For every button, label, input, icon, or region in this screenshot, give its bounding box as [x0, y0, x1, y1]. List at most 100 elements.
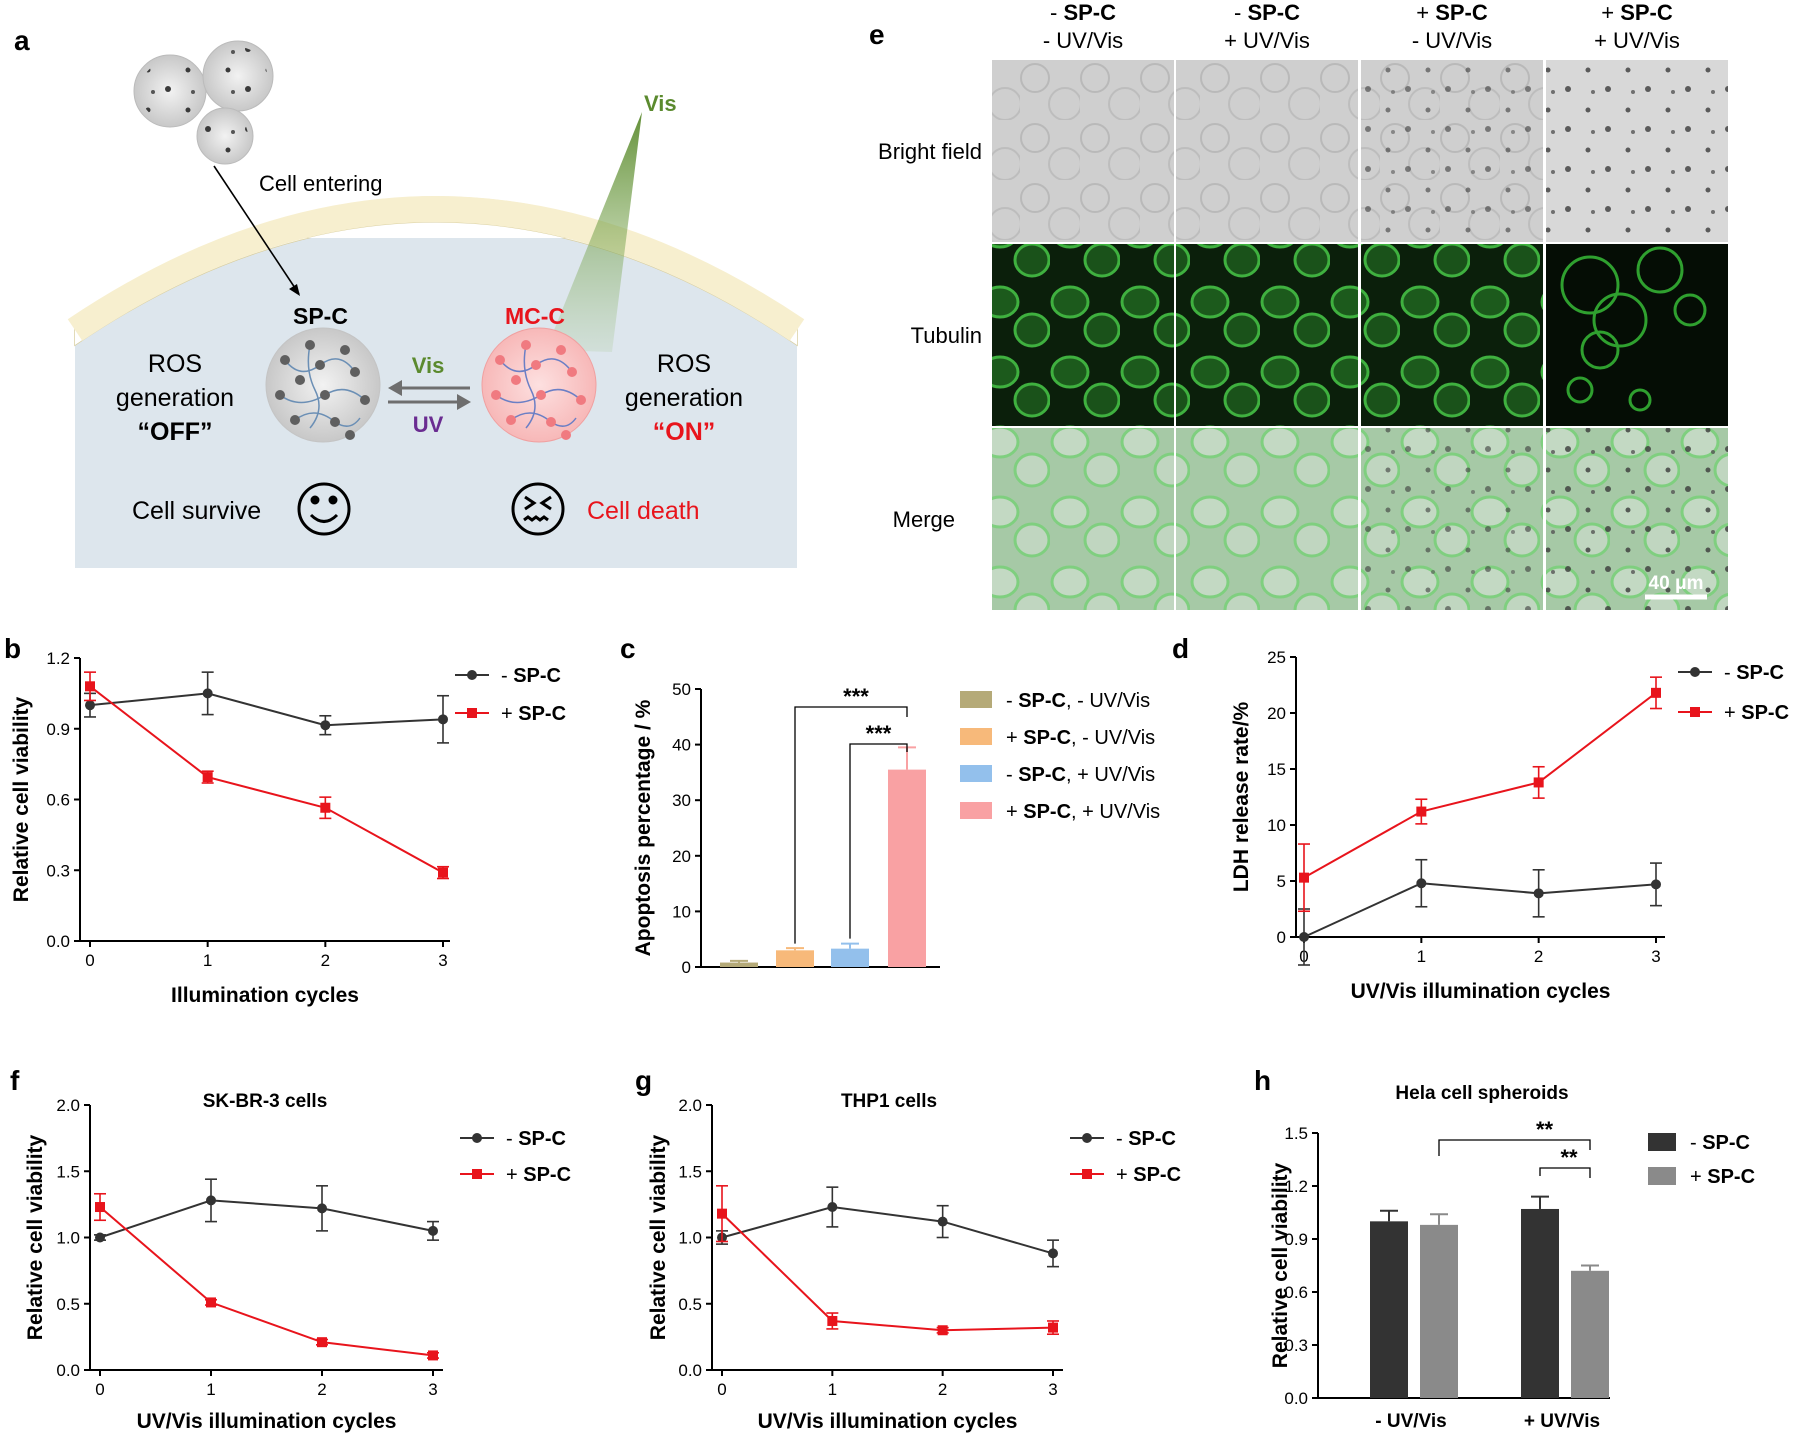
chart-d-y-tick-label: 20 [1267, 704, 1286, 723]
membrane-band [67, 196, 805, 341]
chart-c-legend-label-2: + SP-C, - UV/Vis [1006, 727, 1155, 749]
chart-b-series-2-point [202, 772, 213, 783]
chart-c-legend-label-3: - SP-C, + UV/Vis [1006, 764, 1155, 786]
chart-g-legend-label-1: - SP-C [1116, 1128, 1176, 1150]
micrograph-tubulin-1 [992, 244, 1174, 426]
chart-d-y-tick-label: 10 [1267, 816, 1286, 835]
chart-f-series-1-point [428, 1225, 438, 1236]
chart-g-x-axis-label: UV/Vis illumination cycles [758, 1410, 1018, 1433]
chart-d-y-tick-label: 5 [1277, 872, 1286, 891]
chart-g-y-tick-label: 1.0 [678, 1229, 702, 1248]
chart-b-x-tick-label: 0 [85, 951, 94, 970]
sp-c-dots [275, 340, 370, 440]
chart-b-series-1-point [320, 720, 331, 731]
row-label-bright-field: Bright field [878, 139, 982, 164]
column-header-1-line2: - UV/Vis [1043, 28, 1123, 53]
mc-c-label: MC-C [505, 303, 565, 329]
chart-h-y-tick-label: 0.9 [1284, 1230, 1308, 1249]
chart-g-legend-marker-1 [1082, 1133, 1092, 1143]
chart-b-y-tick-label: 0.0 [46, 932, 70, 951]
chart-f-series-2-point [95, 1202, 105, 1213]
vis-switch-label: Vis [412, 353, 445, 378]
tubulin-cell-3 [1636, 246, 1684, 294]
micrograph-tubulin-3 [1361, 244, 1543, 426]
chart-g-x-tick-label: 2 [938, 1380, 947, 1399]
chart-h-significance-bracket-2 [1539, 1167, 1591, 1178]
chart-h-legend-label-2: + SP-C [1690, 1166, 1755, 1188]
chart-c-y-tick-label: 0 [682, 958, 691, 977]
panel-label-d: d [1172, 633, 1189, 664]
chart-b-x-tick-label: 2 [321, 951, 330, 970]
micrograph-grid [992, 60, 1728, 610]
ros-on-label: “ON” [653, 418, 716, 446]
chart-f-y-tick-label: 1.0 [56, 1229, 80, 1248]
chart-f-x-tick-label: 3 [428, 1380, 437, 1399]
chart-h-legend-swatch-2 [1648, 1167, 1676, 1185]
entry-arrow-head [289, 284, 300, 296]
chart-c-bar-2 [776, 950, 814, 967]
chart-c-y-tick-label: 10 [672, 902, 691, 921]
chart-f-legend-marker-2 [472, 1169, 482, 1179]
panel-a-schematic: a Cell entering Vis SP-C [14, 25, 805, 568]
chart-h-y-tick-label: 1.5 [1284, 1124, 1308, 1143]
chart-d-series-1-point [1651, 879, 1661, 890]
chart-d-series-2-line [1303, 692, 1657, 879]
chart-f-series-1-point [206, 1195, 216, 1206]
mc-c-particle [481, 327, 597, 443]
chart-h-y-tick-label: 0.6 [1284, 1283, 1308, 1302]
vis-light-beam [546, 112, 642, 352]
chart-h-legend-swatch-1 [1648, 1133, 1676, 1151]
chart-h-bar-1-1 [1370, 1221, 1408, 1398]
tubulin-cell-2 [1592, 292, 1648, 348]
chart-c-significance-bracket-2 [849, 743, 908, 939]
micrograph-merge-2 [1176, 428, 1358, 610]
chart-f-legend-label-1: - SP-C [506, 1128, 566, 1150]
panel-g-chart: 0.0 0.5 1.0 1.5 2.0 Relative cell viability UV… [647, 1091, 1181, 1433]
chart-h-significance-label-1: ** [1536, 1117, 1554, 1142]
panel-label-e: e [869, 19, 885, 50]
chart-b-y-tick-label: 0.3 [46, 861, 70, 880]
chart-g-series-1-point [937, 1216, 948, 1227]
chart-b-series-1-line [89, 692, 444, 727]
chart-b-x-tick-label: 1 [203, 951, 212, 970]
sp-c-label: SP-C [293, 303, 348, 329]
chart-f-series-1-point [317, 1203, 327, 1214]
chart-c-legend-label-1: - SP-C, - UV/Vis [1006, 690, 1150, 712]
vis-light-label: Vis [644, 91, 677, 116]
chart-g-x-tick-label: 1 [828, 1380, 837, 1399]
cell-entering-label: Cell entering [259, 171, 383, 196]
chart-c-bar-3 [831, 948, 869, 967]
chart-f-title: SK-BR-3 cells [203, 1091, 328, 1112]
chart-b-legend-marker-2 [467, 708, 477, 718]
chart-c-y-axis-label: Apoptosis percentage / % [632, 699, 655, 956]
chart-d-legend-label-2: + SP-C [1724, 702, 1789, 724]
micrograph-particles-merge-3 [1361, 428, 1543, 610]
smile-face-icon [297, 482, 351, 536]
chart-b-series-2-point [85, 681, 95, 692]
chart-g-series-1-line [721, 1206, 1054, 1255]
nanoparticles-outside [133, 40, 274, 165]
ros-right-line2: generation [625, 384, 743, 412]
ros-off-label: “OFF” [138, 418, 213, 446]
chart-f-series-1-line [99, 1199, 434, 1239]
chart-c-significance-label-2: *** [866, 721, 892, 746]
chart-g-series-2-point [717, 1208, 727, 1219]
vis-switch-arrow-head [388, 380, 402, 396]
chart-d-legend-marker-1 [1690, 667, 1700, 677]
chart-c-y-tick-label: 50 [672, 680, 691, 699]
cell-survive-label: Cell survive [132, 497, 261, 525]
chart-d-y-axis-label: LDH release rate/% [1230, 702, 1253, 893]
column-header-3-line1: + SP-C [1416, 0, 1488, 25]
chart-c-legend-swatch-3 [960, 765, 992, 782]
chart-d-y-tick-label: 15 [1267, 760, 1286, 779]
entry-arrow [213, 165, 300, 295]
micrograph-particles-bright-field-3 [1361, 60, 1543, 242]
micrograph-particles-bright-field-4 [1546, 60, 1728, 242]
chart-d-series-2-point [1533, 777, 1544, 788]
uv-switch-arrow-head [457, 394, 471, 410]
chart-b-y-tick-label: 0.6 [46, 791, 70, 810]
chart-h-y-tick-label: 0.0 [1284, 1389, 1308, 1408]
panel-c-chart: 0 10 20 30 40 50 Apoptosis percentage / % - SP-… [632, 680, 1160, 977]
chart-d-series-2-point [1651, 687, 1661, 698]
chart-b-series-1-point [438, 714, 448, 725]
